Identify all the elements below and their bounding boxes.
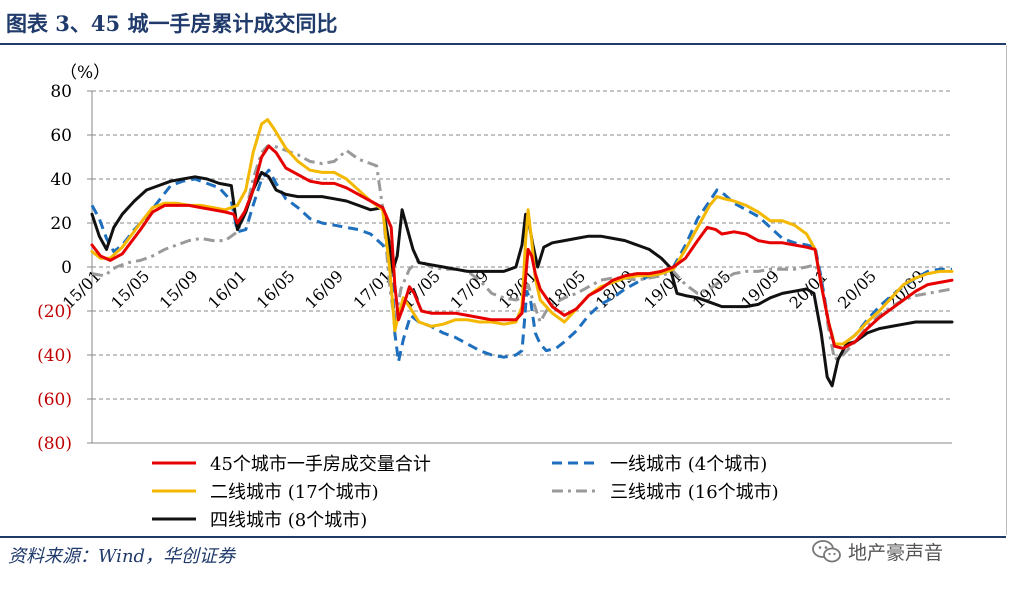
title-bar: 图表 3、45 城一手房累计成交同比 xyxy=(0,0,1010,45)
y-tick-label: 40 xyxy=(50,170,72,190)
x-tick-label: 17/01 xyxy=(349,266,395,312)
series-line-total xyxy=(90,144,954,350)
series-line-tier3 xyxy=(91,144,953,361)
series-lines xyxy=(90,118,954,388)
bottom-rule xyxy=(0,536,1006,538)
source-note: 资料来源：Wind，华创证券 xyxy=(8,546,236,567)
y-tick-label: (40) xyxy=(37,346,72,366)
series-line-tier1 xyxy=(90,168,952,364)
legend-label-tier2: 二线城市 (17个城市) xyxy=(210,482,379,503)
y-axis-ticks: 80 60 40 20 0 (20) (40) (60) (80) xyxy=(37,82,92,454)
series-line-tier4 xyxy=(90,170,954,388)
series-line-tier2 xyxy=(90,118,954,346)
y-tick-label: (60) xyxy=(37,390,72,410)
y-unit-label: （%） xyxy=(60,63,110,83)
y-tick-label: (20) xyxy=(37,302,72,322)
x-tick-label: 16/01 xyxy=(204,266,250,312)
legend-label-tier4: 四线城市 (8个城市) xyxy=(210,510,367,531)
legend-label-tier1: 一线城市 (4个城市) xyxy=(610,454,767,475)
x-tick-label: 16/09 xyxy=(301,266,347,312)
chart-frame: （%） 80 60 40 20 0 (20) (40) (60) (80) 15/01 15/05… xyxy=(0,45,1007,535)
chart-title: 图表 3、45 城一手房累计成交同比 xyxy=(6,11,338,36)
legend: 45个城市一手房成交量合计 一线城市 (4个城市) 二线城市 (17个城市) 三线城市… xyxy=(152,454,779,531)
wechat-icon xyxy=(812,539,841,562)
watermark-text: 地产豪声音 xyxy=(848,542,944,564)
watermark: 地产豪声音 xyxy=(812,538,943,565)
title-rule xyxy=(0,43,1006,45)
y-tick-label: (80) xyxy=(37,434,72,454)
y-tick-label: 0 xyxy=(61,258,72,278)
x-tick-label: 16/05 xyxy=(253,266,299,312)
legend-label-total: 45个城市一手房成交量合计 xyxy=(210,454,431,475)
x-tick-label: 15/05 xyxy=(107,266,153,312)
y-tick-label: 80 xyxy=(50,82,72,102)
gridlines xyxy=(91,90,952,444)
y-tick-label: 60 xyxy=(50,126,72,146)
legend-label-tier3: 三线城市 (16个城市) xyxy=(610,482,779,503)
x-tick-label: 15/09 xyxy=(156,266,202,312)
y-tick-label: 20 xyxy=(50,214,72,234)
x-tick-label: 20/05 xyxy=(834,266,880,312)
